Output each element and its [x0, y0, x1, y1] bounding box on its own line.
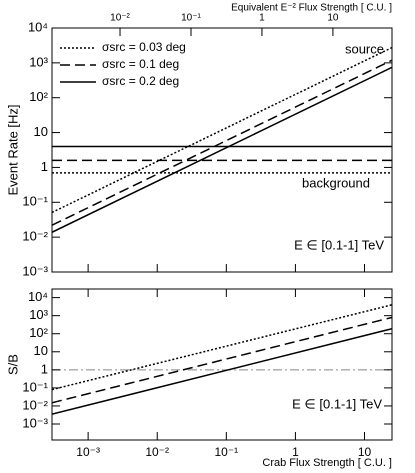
- x-tick-label: 10: [358, 445, 372, 459]
- legend-label: σsrc = 0.03 deg: [102, 40, 186, 54]
- x2-tick-label: 10⁻²: [110, 13, 130, 24]
- y-tick-label: 1: [41, 361, 48, 376]
- y-tick-label: 10: [34, 124, 48, 139]
- y-tick-label: 10³: [29, 54, 48, 69]
- frame: [51, 288, 393, 441]
- y-tick-label: 10⁻²: [22, 229, 48, 244]
- plot-area: [52, 304, 392, 415]
- x-tick-label: 10⁻¹: [214, 445, 238, 459]
- y-tick-label: 10⁻³: [22, 415, 48, 430]
- series-line: [52, 66, 392, 233]
- x2-tick-label: 10⁻¹: [181, 13, 201, 24]
- annotation: E ∈ [0.1-1] TeV: [294, 237, 384, 252]
- x2-axis-label: Equivalent E⁻² Flux Strength [ C.U. ]: [231, 3, 392, 14]
- x-tick-label: 10⁻³: [76, 445, 100, 459]
- series-line: [52, 59, 392, 226]
- y-tick-label: 10: [34, 343, 48, 358]
- legend-label: σsrc = 0.2 deg: [102, 74, 179, 88]
- y-axis-label: S/B: [5, 354, 20, 375]
- y-tick-label: 10⁻¹: [22, 194, 48, 209]
- legend-label: σsrc = 0.1 deg: [102, 57, 179, 71]
- x2-tick-label: 1: [259, 13, 265, 24]
- y-tick-label: 10⁻¹: [22, 379, 48, 394]
- series-line: [52, 304, 392, 391]
- frame: [51, 27, 393, 273]
- y-tick-label: 10³: [29, 307, 48, 322]
- y-tick-label: 10²: [29, 89, 48, 104]
- plot-area: [52, 46, 392, 233]
- x-tick-label: 10⁻²: [145, 445, 169, 459]
- y-tick-label: 10²: [29, 325, 48, 340]
- y-tick-label: 10⁻³: [22, 263, 48, 278]
- x2-tick-label: 10: [327, 13, 339, 24]
- annotation: background: [302, 175, 370, 190]
- annotation: source: [345, 41, 384, 56]
- x-tick-label: 1: [292, 445, 299, 459]
- y-tick-label: 10⁻²: [22, 397, 48, 412]
- y-axis-label: Event Rate [Hz]: [5, 104, 20, 195]
- annotation: E ∈ [0.1-1] TeV: [292, 396, 382, 411]
- y-tick-label: 10⁴: [28, 289, 48, 304]
- x-axis-label: Crab Flux Strength [ C.U. ]: [262, 457, 392, 469]
- series-line: [52, 316, 392, 404]
- y-tick-label: 1: [41, 159, 48, 174]
- series-line: [52, 327, 392, 415]
- series-line: [52, 46, 392, 214]
- y-tick-label: 10⁴: [28, 19, 48, 34]
